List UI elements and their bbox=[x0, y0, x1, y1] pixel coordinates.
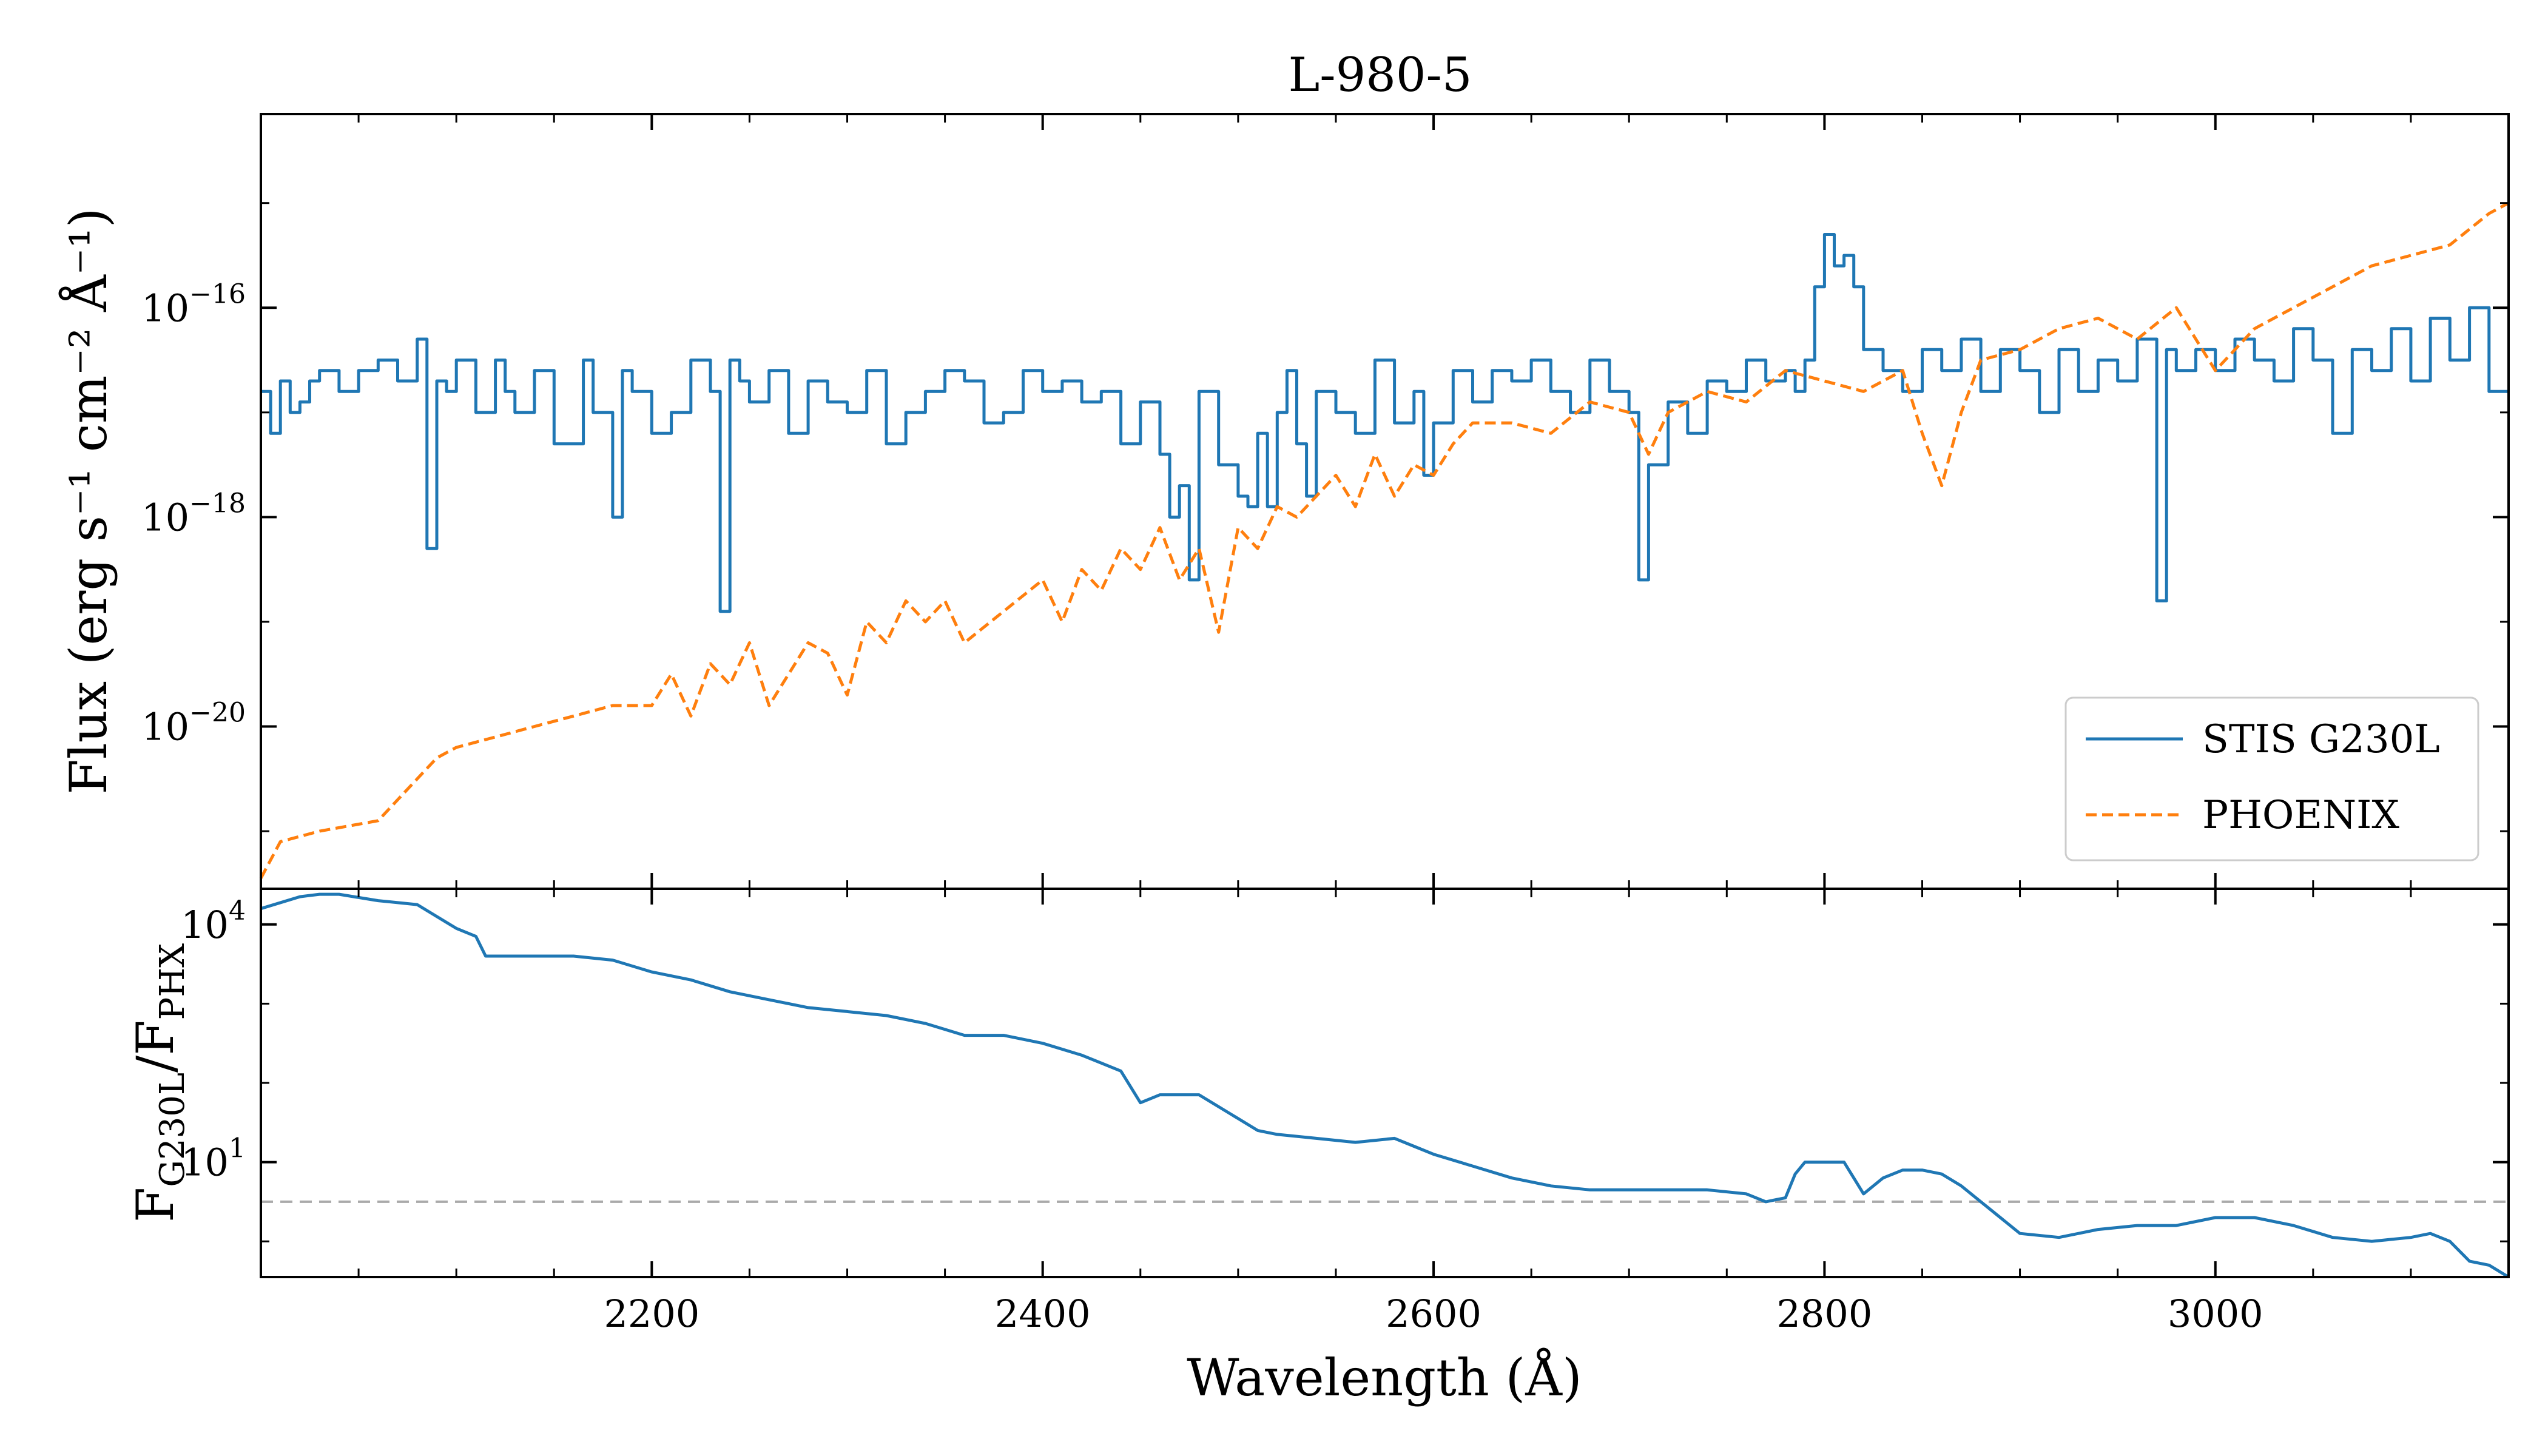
ratio-label-f1: F bbox=[126, 1187, 185, 1222]
bottom-y-axis-label: FG230L/FPHX bbox=[126, 943, 192, 1222]
ratio-label-sub2: PHX bbox=[153, 943, 192, 1020]
bottom-ytick-base: 10 bbox=[181, 1141, 229, 1185]
ratio-label-sub1: G230L bbox=[153, 1073, 192, 1187]
bottom-series-group bbox=[260, 892, 2510, 1279]
x-tick-label: 2400 bbox=[995, 1292, 1091, 1336]
bottom-ticks bbox=[261, 889, 2510, 1277]
top-ytick-exponent: −18 bbox=[189, 488, 246, 519]
bottom-plot-frame bbox=[260, 888, 2510, 1278]
top-ytick-base: 10 bbox=[141, 705, 189, 749]
top-ytick-label: 10−18 bbox=[141, 488, 246, 539]
top-ytick-base: 10 bbox=[141, 286, 189, 330]
series-line-stis-g230l bbox=[261, 233, 2509, 613]
top-ytick-exponent: −20 bbox=[189, 698, 246, 729]
x-tick-label: 3000 bbox=[2168, 1292, 2263, 1336]
chart-title: L-980-5 bbox=[1288, 48, 1472, 103]
bottom-ytick-base: 10 bbox=[181, 903, 229, 947]
ratio-series-line bbox=[260, 892, 2510, 1279]
top-ytick-label: 10−16 bbox=[141, 278, 246, 330]
legend: STIS G230L PHOENIX bbox=[2064, 696, 2479, 861]
ratio-label-mid: /F bbox=[126, 1020, 185, 1073]
bottom-ytick-label: 101 bbox=[181, 1133, 246, 1185]
top-series-group bbox=[259, 201, 2510, 879]
top-ytick-exponent: −16 bbox=[189, 278, 246, 309]
top-y-axis-label: Flux (erg s⁻¹ cm⁻² Å⁻¹) bbox=[58, 207, 118, 794]
x-axis-label: Wavelength (Å) bbox=[1187, 1347, 1582, 1407]
top-ticks bbox=[261, 114, 2510, 889]
x-tick-label: 2800 bbox=[1776, 1292, 1872, 1336]
series-line-phoenix bbox=[259, 201, 2510, 879]
bottom-ytick-label: 104 bbox=[181, 895, 246, 947]
top-ytick-label: 10−20 bbox=[141, 698, 246, 749]
bottom-ytick-exponent: 1 bbox=[229, 1133, 246, 1164]
bottom-ytick-exponent: 4 bbox=[229, 895, 246, 926]
top-ytick-base: 10 bbox=[141, 495, 189, 539]
legend-label-phoenix: PHOENIX bbox=[2202, 793, 2399, 838]
legend-label-stis: STIS G230L bbox=[2202, 717, 2440, 762]
x-tick-label: 2200 bbox=[604, 1292, 699, 1336]
x-tick-labels: 2200 2400 2600 2800 3000 bbox=[604, 1292, 2263, 1336]
x-tick-label: 2600 bbox=[1386, 1292, 1481, 1336]
